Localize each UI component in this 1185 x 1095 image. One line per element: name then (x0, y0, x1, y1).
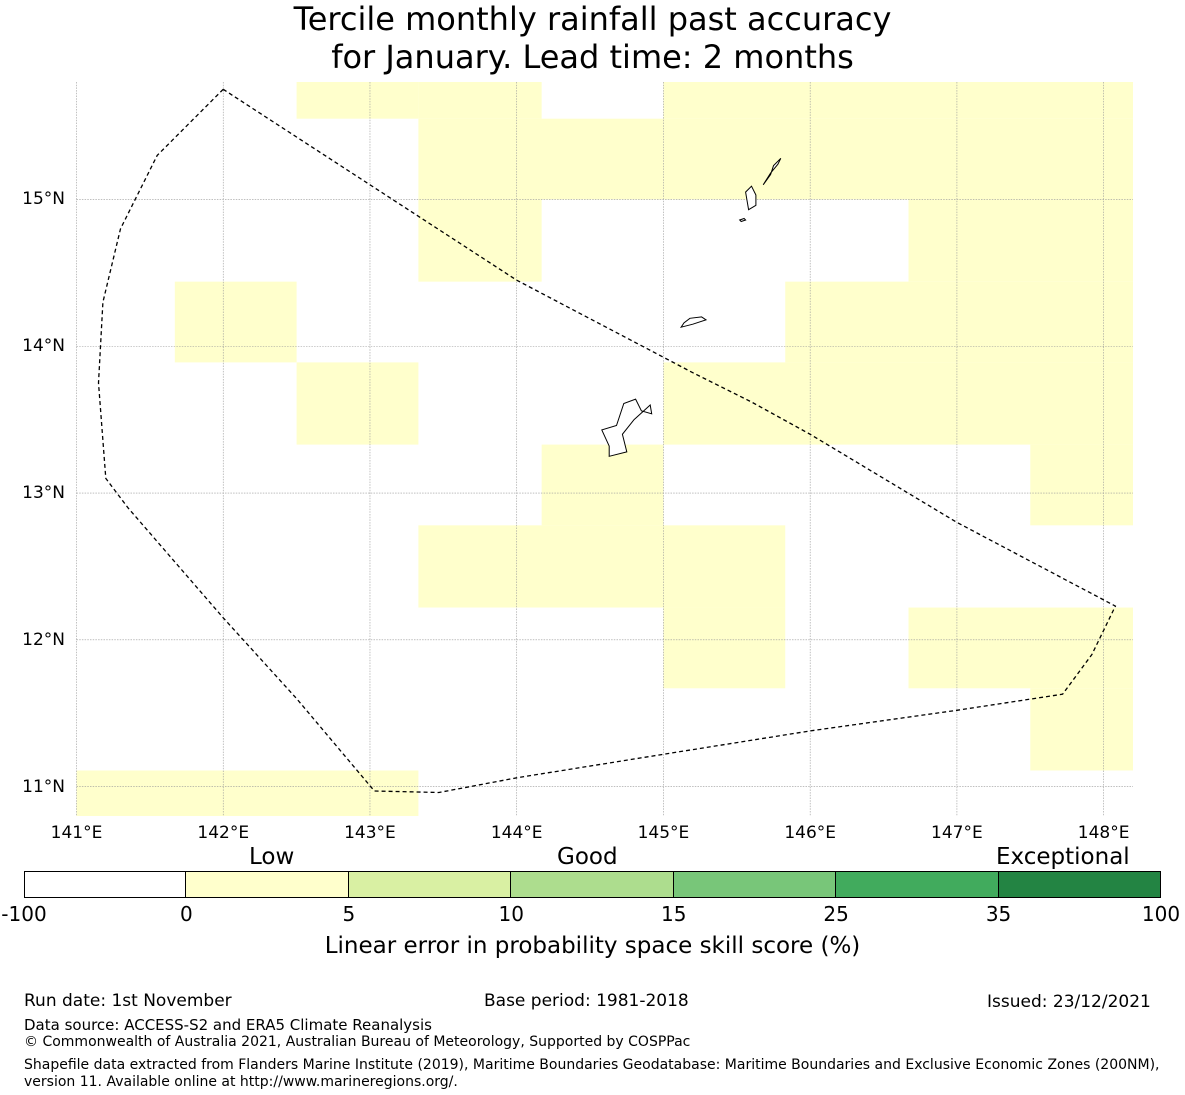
issued-date: Issued: 23/12/2021 (987, 992, 1151, 1012)
colorbar-swatch (24, 871, 187, 898)
chart-title-line-1: Tercile monthly rainfall past accuracy (293, 0, 892, 38)
colorbar-swatch (186, 871, 349, 898)
skill-cell-low (1030, 444, 1133, 526)
longitude-tick-label: 141°E (50, 823, 103, 843)
latitude-tick-label: 12°N (22, 629, 65, 650)
colorbar-swatch (998, 871, 1161, 898)
island-aguijan (738, 217, 747, 223)
skill-cells-layer (76, 82, 1133, 816)
copyright-notice: © Commonwealth of Australia 2021, Austra… (24, 1034, 691, 1050)
longitude-tick-label: 143°E (344, 823, 396, 843)
latitude-tick-label: 14°N (22, 336, 65, 357)
skill-cell-low (663, 82, 1133, 119)
skill-cell-low (296, 362, 419, 445)
eez-boundary-layer (97, 88, 1117, 794)
legend-category-exceptional: Exceptional (996, 844, 1130, 870)
colorbar-swatch (348, 871, 512, 898)
skill-cell-low (418, 118, 664, 200)
colorbar-tick-label: -100 (1, 902, 47, 926)
colorbar-swatch (836, 871, 999, 898)
skill-cell-low (418, 199, 542, 282)
skill-cell-low (541, 444, 664, 526)
colorbar-title: Linear error in probability space skill … (324, 933, 861, 959)
skill-cell-low (174, 281, 297, 363)
skill-cell-low (908, 199, 1133, 282)
latitude-tick-label: 11°N (22, 776, 65, 797)
data-source: Data source: ACCESS-S2 and ERA5 Climate … (24, 1016, 432, 1034)
skill-cell-low (418, 525, 786, 608)
run-date: Run date: 1st November (24, 991, 232, 1011)
colorbar-tick-label: 25 (823, 902, 849, 926)
skill-cell-low (663, 362, 1133, 445)
skill-cell-low (296, 82, 419, 119)
colorbar-tick-label: 10 (498, 902, 524, 926)
skill-cell-low (76, 770, 419, 816)
islands-layer (601, 157, 782, 457)
longitude-tick-label: 147°E (931, 823, 983, 843)
colorbar-tick-label: 35 (985, 902, 1012, 926)
island-rota (679, 316, 708, 329)
longitude-tick-label: 146°E (784, 823, 837, 843)
island-saipan (762, 157, 782, 186)
chart-title: Tercile monthly rainfall past accuracy f… (0, 0, 1185, 76)
skill-cell-low (908, 607, 1133, 689)
island-tinian (745, 185, 757, 211)
colorbar-swatch (673, 871, 837, 898)
longitude-tick-label: 144°E (490, 823, 543, 843)
longitude-tick-label: 145°E (637, 823, 690, 843)
base-period: Base period: 1981-2018 (484, 991, 689, 1011)
shapefile-credit: Shapefile data extracted from Flanders M… (24, 1057, 1160, 1090)
skill-cell-low (1030, 688, 1133, 771)
chart-title-line-2: for January. Lead time: 2 months (331, 38, 854, 76)
longitude-tick-label: 148°E (1077, 823, 1130, 843)
longitude-tick-label: 142°E (197, 823, 250, 843)
colorbar-tick-label: 15 (660, 902, 687, 926)
legend-category-good: Good (557, 844, 618, 870)
skill-cell-low (663, 607, 786, 689)
colorbar-tick-label: 0 (180, 902, 193, 926)
skill-cell-low (663, 118, 1133, 200)
eez-boundary-line (97, 88, 1117, 794)
colorbar-tick-label: 5 (342, 902, 356, 926)
latitude-tick-label: 13°N (22, 483, 65, 504)
legend-category-low: Low (249, 844, 295, 870)
gridlines-layer (76, 82, 1133, 816)
latitude-tick-label: 15°N (22, 189, 65, 210)
skill-cell-low (785, 281, 1133, 363)
colorbar-tick-label: 100 (1141, 902, 1181, 926)
skill-cell-low (418, 82, 542, 119)
island-guam (601, 398, 653, 457)
colorbar-swatch (511, 871, 674, 898)
